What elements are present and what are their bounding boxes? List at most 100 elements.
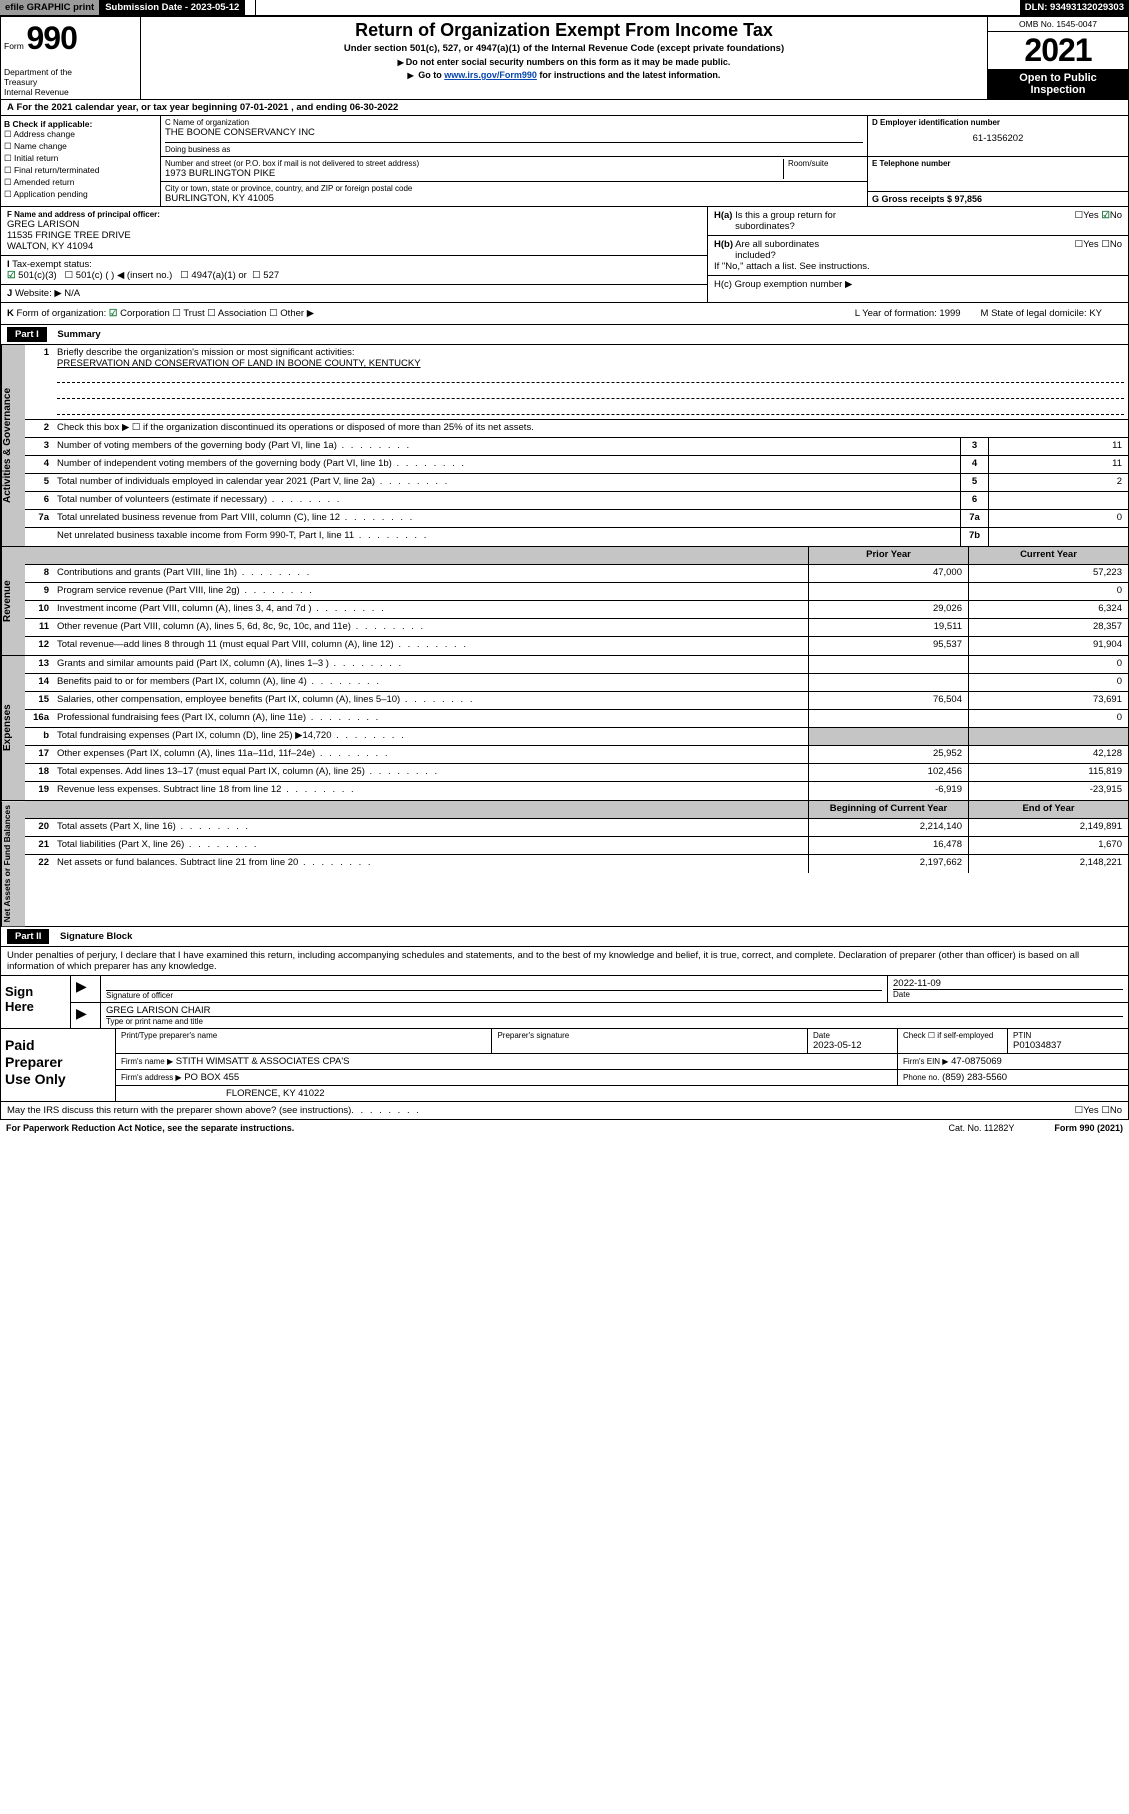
form-number: 990 (26, 20, 76, 56)
prep-sig-hdr: Preparer's signature (497, 1031, 802, 1040)
paperwork-notice: For Paperwork Reduction Act Notice, see … (6, 1123, 294, 1133)
ein-value: 61-1356202 (872, 133, 1124, 144)
irs-link[interactable]: www.irs.gov/Form990 (444, 70, 537, 80)
form-title: Return of Organization Exempt From Incom… (149, 20, 979, 41)
prep-ptin: P01034837 (1013, 1040, 1123, 1051)
gross-receipts: G Gross receipts $ 97,856 (868, 191, 1128, 206)
cb-initial-return[interactable]: Initial return (4, 153, 157, 164)
section-b: B Check if applicable: Address change Na… (1, 116, 161, 206)
efile-print-button[interactable]: efile GRAPHIC print (0, 0, 100, 15)
submission-date-label: Submission Date - 2023-05-12 (100, 0, 245, 15)
prep-date: 2023-05-12 (813, 1040, 892, 1051)
th-begin-year: Beginning of Current Year (808, 801, 968, 818)
goto-note: Go to www.irs.gov/Form990 for instructio… (149, 70, 979, 80)
prep-name-hdr: Print/Type preparer's name (121, 1031, 486, 1040)
firm-name-label: Firm's name ▶ (121, 1057, 173, 1066)
tax-year: 2021 (988, 32, 1128, 69)
cb-501c3[interactable]: ☑ (7, 270, 16, 281)
firm-name: STITH WIMSATT & ASSOCIATES CPA'S (176, 1056, 350, 1067)
officer-name: GREG LARISON (7, 219, 701, 230)
m-state-domicile: M State of legal domicile: KY (981, 308, 1102, 319)
dln-label: DLN: 93493132029303 (1020, 0, 1129, 15)
street-address: 1973 BURLINGTON PIKE (165, 168, 783, 179)
ha-yes-no[interactable]: ☐Yes ☑No (1075, 210, 1122, 232)
firm-phone: (859) 283-5560 (942, 1072, 1007, 1083)
q1-text: Briefly describe the organization's miss… (57, 347, 355, 358)
dept-treasury: Department of theTreasuryInternal Revenu… (4, 67, 72, 97)
hb-yes-no[interactable]: ☐Yes ☐No (1075, 239, 1122, 272)
part2-header: Part II (7, 929, 49, 944)
firm-addr2: FLORENCE, KY 41022 (116, 1086, 1128, 1101)
sign-here-label: SignHere (1, 976, 71, 1028)
ssn-note: Do not enter social security numbers on … (149, 57, 979, 67)
period-row: A For the 2021 calendar year, or tax yea… (0, 100, 1129, 116)
org-name: THE BOONE CONSERVANCY INC (165, 127, 863, 138)
goto-post: for instructions and the latest informat… (537, 70, 721, 80)
side-net-assets: Net Assets or Fund Balances (1, 801, 25, 926)
sign-arrow-icon: ▶ (76, 978, 87, 994)
prep-date-hdr: Date (813, 1031, 892, 1040)
form-footer: Form 990 (2021) (1054, 1123, 1123, 1133)
goto-pre: Go to (418, 70, 444, 80)
opt-527: 527 (263, 270, 279, 281)
hc-group-exemption: H(c) Group exemption number ▶ (714, 279, 1122, 290)
cb-application-pending[interactable]: Application pending (4, 189, 157, 200)
paid-preparer-label: PaidPreparerUse Only (1, 1029, 116, 1101)
open-to-public: Open to Public Inspection (988, 69, 1128, 99)
opt-501c: 501(c) ( ) ◀ (insert no.) (76, 270, 173, 281)
period-text: For the 2021 calendar year, or tax year … (17, 102, 399, 113)
hb-note: If "No," attach a list. See instructions… (714, 261, 870, 272)
sig-name-label: Type or print name and title (106, 1016, 1123, 1026)
firm-ein: 47-0875069 (951, 1056, 1002, 1067)
cat-number: Cat. No. 11282Y (949, 1123, 1015, 1133)
form-subtitle: Under section 501(c), 527, or 4947(a)(1)… (149, 43, 979, 54)
side-activities-governance: Activities & Governance (1, 345, 25, 546)
form-word: Form (4, 41, 24, 51)
discuss-yes-no[interactable]: ☐Yes ☐No (1075, 1105, 1122, 1116)
cb-final-return[interactable]: Final return/terminated (4, 165, 157, 176)
dba-label: Doing business as (165, 145, 863, 154)
firm-addr1: PO BOX 455 (184, 1072, 239, 1083)
city-state-zip: BURLINGTON, KY 41005 (165, 193, 863, 204)
website: Website: ▶ N/A (15, 288, 80, 299)
e-phone-label: E Telephone number (872, 159, 1124, 168)
sig-name: GREG LARISON CHAIR (106, 1005, 1123, 1016)
prep-ptin-hdr: PTIN (1013, 1031, 1123, 1040)
firm-ein-label: Firm's EIN ▶ (903, 1057, 948, 1066)
part1-header: Part I (7, 327, 47, 342)
officer-addr: 11535 FRINGE TREE DRIVEWALTON, KY 41094 (7, 230, 701, 252)
tax-exempt-label: Tax-exempt status: (12, 259, 92, 270)
sign-arrow2-icon: ▶ (76, 1005, 87, 1021)
part2-title: Signature Block (60, 931, 132, 942)
prep-check-hdr: Check ☐ if self-employed (903, 1031, 1002, 1040)
th-end-year: End of Year (968, 801, 1128, 818)
firm-addr-label: Firm's address ▶ (121, 1073, 182, 1082)
addr-label: Number and street (or P.O. box if mail i… (165, 159, 783, 168)
part1-title: Summary (57, 329, 100, 340)
c-name-label: C Name of organization (165, 118, 863, 127)
d-ein-label: D Employer identification number (872, 118, 1124, 127)
l-year-formation: L Year of formation: 1999 (855, 308, 961, 319)
opt-501c3: 501(c)(3) (18, 270, 57, 281)
suite-label: Room/suite (788, 159, 863, 168)
cb-name-change[interactable]: Name change (4, 141, 157, 152)
side-revenue: Revenue (1, 547, 25, 655)
opt-4947: 4947(a)(1) or (191, 270, 246, 281)
sig-date-label: Date (893, 989, 1123, 999)
firm-phone-label: Phone no. (903, 1073, 939, 1082)
sig-officer-label: Signature of officer (106, 990, 882, 1000)
sig-date: 2022-11-09 (893, 978, 1123, 989)
th-current-year: Current Year (968, 547, 1128, 564)
cb-amended-return[interactable]: Amended return (4, 177, 157, 188)
cb-address-change[interactable]: Address change (4, 129, 157, 140)
discuss-text: May the IRS discuss this return with the… (7, 1105, 351, 1116)
th-prior-year: Prior Year (808, 547, 968, 564)
q2-text: Check this box ▶ ☐ if the organization d… (53, 420, 1128, 437)
side-expenses: Expenses (1, 656, 25, 800)
b-header: B Check if applicable: (4, 119, 157, 129)
omb-number: OMB No. 1545-0047 (988, 17, 1128, 32)
k-form-org: K Form of organization: ☑ Corporation ☐ … (7, 308, 314, 319)
penalty-text: Under penalties of perjury, I declare th… (1, 947, 1128, 975)
f-officer-label: F Name and address of principal officer: (7, 210, 701, 219)
city-label: City or town, state or province, country… (165, 184, 863, 193)
